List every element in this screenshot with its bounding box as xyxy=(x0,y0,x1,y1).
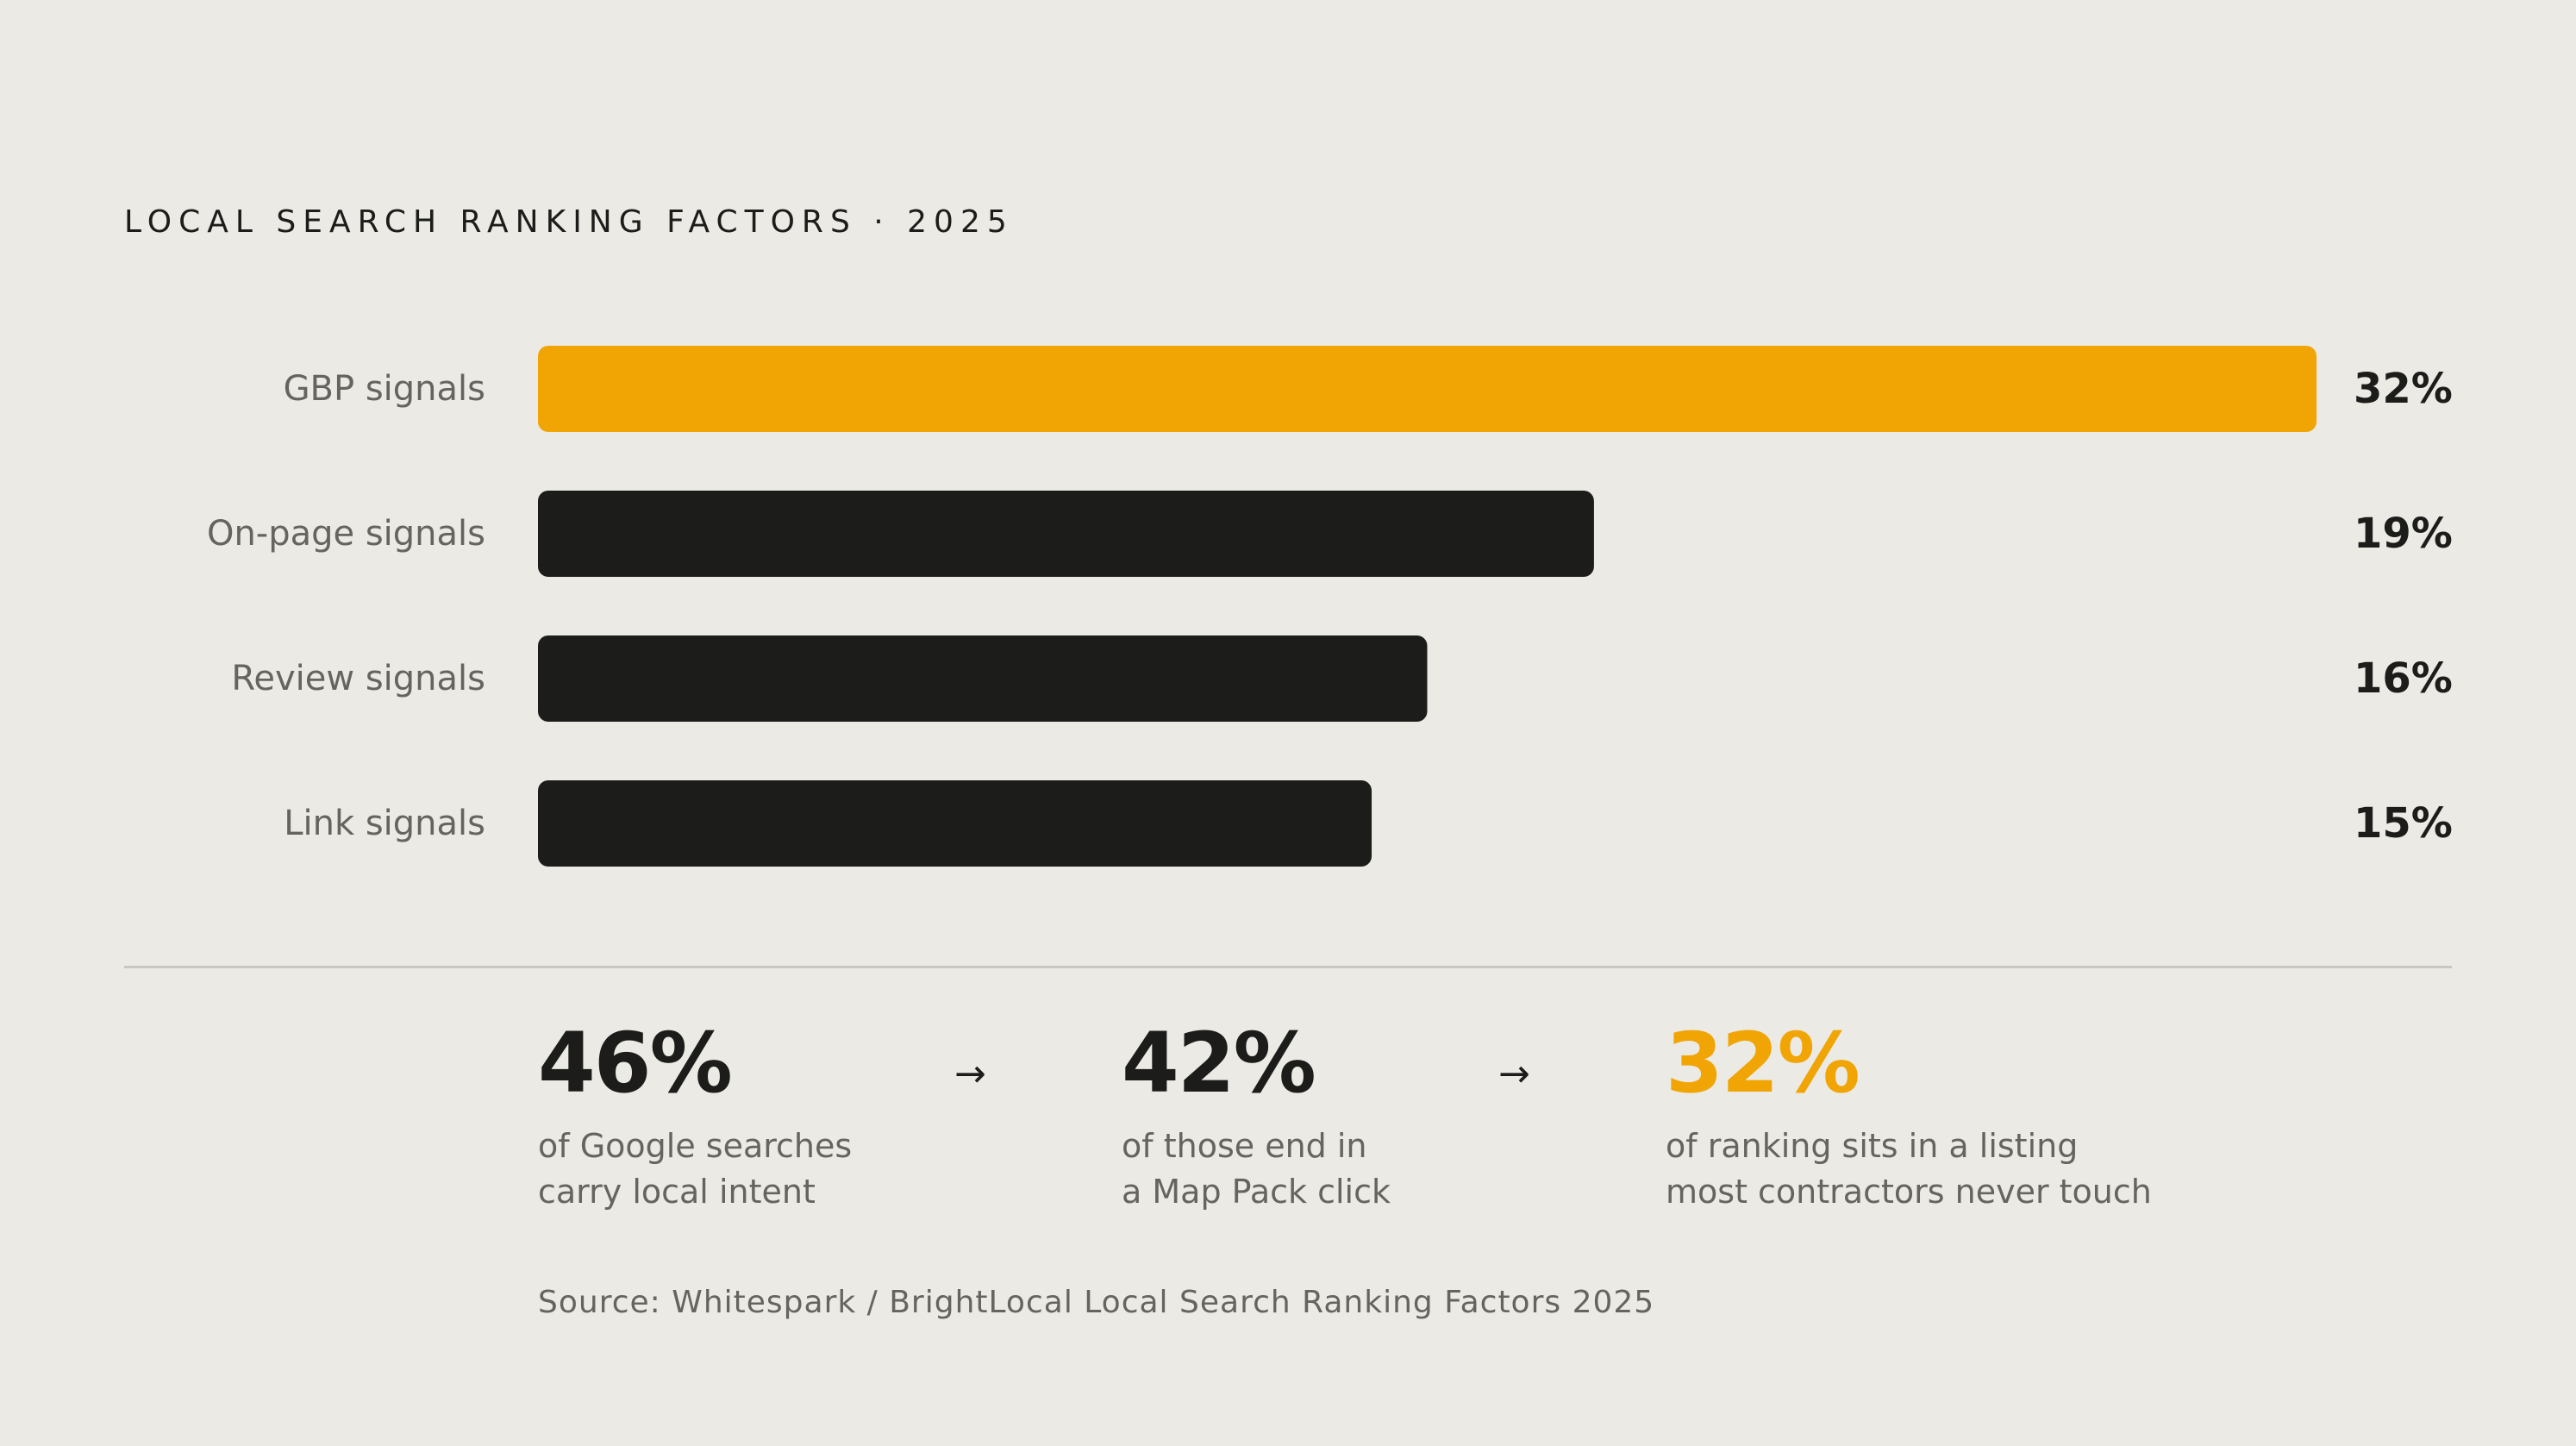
stat-map-pack: 42% of those end in a Map Pack click xyxy=(1122,1022,1391,1215)
bar xyxy=(538,491,1594,577)
bar xyxy=(538,635,1428,722)
stat-description-line: of Google searches xyxy=(538,1127,853,1165)
stat-listing-ranking: 32% of ranking sits in a listing most co… xyxy=(1666,1022,2152,1215)
stat-description-line: carry local intent xyxy=(538,1173,816,1211)
bar-label: GBP signals xyxy=(284,369,485,409)
arrow-right-icon: → xyxy=(1498,1052,1530,1096)
stat-description: of those end in a Map Pack click xyxy=(1122,1124,1391,1215)
stat-value: 42% xyxy=(1122,1015,1316,1111)
bar-label: On-page signals xyxy=(207,514,485,554)
bar-value-label: 32% xyxy=(2354,365,2453,413)
bar-value-label: 16% xyxy=(2354,654,2453,703)
stat-value: 46% xyxy=(538,1015,733,1111)
bar-value-label: 19% xyxy=(2354,510,2453,558)
stat-description: of Google searches carry local intent xyxy=(538,1124,852,1215)
arrow-right-icon: → xyxy=(954,1052,986,1096)
bar xyxy=(538,780,1372,867)
source-note: Source: Whitespark / BrightLocal Local S… xyxy=(538,1285,1655,1320)
bar xyxy=(538,346,2317,432)
bar-label: Link signals xyxy=(284,804,485,843)
stat-value: 32% xyxy=(1666,1015,1860,1111)
stat-description-line: most contractors never touch xyxy=(1666,1173,2152,1211)
chart-title: LOCAL SEARCH RANKING FACTORS · 2025 xyxy=(124,204,1014,240)
bar-label: Review signals xyxy=(231,659,485,698)
stat-local-intent: 46% of Google searches carry local inten… xyxy=(538,1022,852,1215)
stat-description-line: of those end in xyxy=(1122,1127,1367,1165)
bar-value-label: 15% xyxy=(2354,799,2453,848)
divider xyxy=(124,966,2452,968)
stat-description-line: a Map Pack click xyxy=(1122,1173,1391,1211)
stat-description-line: of ranking sits in a listing xyxy=(1666,1127,2079,1165)
stat-description: of ranking sits in a listing most contra… xyxy=(1666,1124,2152,1215)
